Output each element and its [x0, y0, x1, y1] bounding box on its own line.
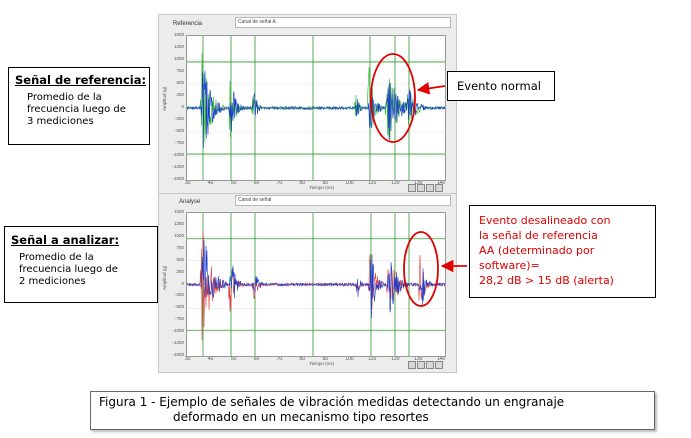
x-tick-label: 50 [230, 180, 237, 186]
reference-panel-title: Referencia [173, 21, 203, 27]
x-tick-label: 70 [276, 180, 283, 186]
y-tick-label: 500 [176, 256, 184, 262]
caption-line-1: Figura 1 - Ejemplo de señales de vibraci… [99, 395, 565, 409]
misaligned-event-line: la señal de referencia [479, 229, 598, 242]
reference-callout-line: 3 mediciones [27, 116, 94, 127]
y-tick-label: -1500 [172, 176, 184, 181]
normal-event-box: Evento normal [447, 71, 555, 101]
y-tick-label: 750 [176, 68, 184, 73]
y-tick-label: -1250 [172, 340, 184, 346]
analyze-callout-line: 2 mediciones [19, 276, 86, 287]
y-tick-label: -500 [174, 128, 184, 133]
misaligned-event-box: Evento desalineado con la señal de refer… [469, 205, 656, 298]
y-tick-label: 1250 [173, 220, 184, 226]
y-tick-label: 250 [176, 92, 184, 97]
y-tick-label: 1500 [173, 209, 184, 214]
y-tick-label: -1250 [172, 164, 184, 169]
export-tool-icon[interactable] [435, 184, 443, 192]
reference-waveform [187, 36, 445, 180]
signal-trace [187, 239, 445, 319]
signal-trace [187, 52, 445, 147]
signal-trace [187, 70, 445, 148]
x-tick-label: 110 [368, 180, 377, 186]
y-tick-label: 0 [181, 280, 184, 286]
analyze-x-axis-label: Tiempo (ms) [309, 361, 335, 366]
export-tool-icon[interactable] [435, 361, 443, 369]
reference-signal-callout: Señal de referencia: Promedio de la frec… [8, 67, 150, 145]
y-tick-label: -750 [174, 316, 184, 322]
analyze-signal-panel: Analyse Canal de señal Amplitud (g) 1500… [158, 193, 457, 373]
analyze-panel-title: Analyse [179, 199, 201, 205]
x-tick-label: 60 [253, 180, 260, 186]
reference-callout-heading: Señal de referencia: [15, 73, 147, 87]
reference-channel-field[interactable]: Canal de señal A [235, 17, 451, 28]
y-tick-label: -250 [174, 292, 184, 298]
analyze-channel-field[interactable]: Canal de señal [235, 195, 451, 206]
misaligned-event-line: Evento desalineado con [479, 214, 611, 227]
analyze-callout-heading: Señal a analizar: [11, 233, 120, 247]
x-tick-label: 90 [322, 180, 329, 186]
zoom-tool-icon[interactable] [408, 184, 416, 192]
x-tick-label: 30 [185, 180, 191, 186]
x-tick-label: 70 [276, 356, 283, 362]
print-tool-icon[interactable] [426, 361, 434, 369]
analyze-plot-area[interactable] [186, 212, 446, 357]
y-tick-label: -1000 [172, 328, 184, 334]
reference-callout-line: Promedio de la [27, 92, 102, 103]
caption-line-2: deformado en un mecanismo tipo resortes [173, 410, 429, 424]
y-tick-label: -1000 [172, 152, 184, 157]
x-tick-label: 120 [391, 180, 400, 186]
y-tick-label: 1500 [173, 32, 184, 37]
x-tick-label: 50 [230, 356, 237, 362]
x-tick-label: 100 [345, 356, 354, 362]
y-tick-label: 250 [176, 268, 184, 274]
x-tick-label: 120 [391, 356, 400, 362]
x-tick-label: 40 [207, 356, 214, 362]
y-tick-label: 1000 [173, 56, 184, 61]
figure-caption: Figura 1 - Ejemplo de señales de vibraci… [90, 391, 655, 430]
x-tick-label: 80 [299, 356, 306, 362]
x-tick-label: 80 [299, 180, 306, 186]
x-tick-label: 130 [414, 180, 423, 186]
misaligned-event-line: software)= [479, 259, 540, 272]
x-tick-label: 40 [207, 180, 214, 186]
pan-tool-icon[interactable] [417, 184, 425, 192]
y-tick-label: -500 [174, 304, 184, 310]
misaligned-event-line: 28,2 dB > 15 dB (alerta) [479, 274, 614, 287]
print-tool-icon[interactable] [426, 184, 434, 192]
analyze-signal-callout: Señal a analizar: Promedio de la frecuen… [4, 226, 158, 303]
reference-x-axis-label: Tiempo (ms) [309, 185, 335, 190]
y-tick-label: 0 [181, 104, 184, 109]
signal-trace [187, 232, 445, 341]
y-tick-label: 1250 [173, 44, 184, 49]
y-tick-label: -750 [174, 140, 184, 145]
pan-tool-icon[interactable] [417, 361, 425, 369]
analyze-waveform [187, 213, 445, 356]
y-tick-label: 1000 [173, 232, 184, 238]
x-tick-label: 30 [185, 356, 191, 362]
y-tick-label: -250 [174, 116, 184, 121]
y-tick-label: 750 [176, 244, 184, 250]
analyze-callout-line: Promedio de la [19, 252, 94, 263]
normal-event-label: Evento normal [457, 79, 541, 93]
reference-plot-area[interactable] [186, 35, 446, 181]
reference-signal-panel: Referencia Canal de señal A Amplitud (g)… [158, 14, 457, 195]
x-tick-label: 140 [437, 356, 446, 362]
x-tick-label: 90 [322, 356, 329, 362]
analyze-callout-line: frecuencia luego de [19, 264, 118, 275]
x-tick-label: 100 [345, 180, 354, 186]
reference-callout-line: frecuencia luego de [27, 104, 126, 115]
zoom-tool-icon[interactable] [408, 361, 416, 369]
x-tick-label: 110 [368, 356, 377, 362]
x-tick-label: 60 [253, 356, 260, 362]
x-tick-label: 140 [437, 180, 446, 186]
misaligned-event-line: AA (determinado por [479, 244, 595, 257]
y-tick-label: -1500 [172, 352, 184, 357]
y-tick-label: 500 [176, 80, 184, 85]
x-tick-label: 130 [414, 356, 423, 362]
